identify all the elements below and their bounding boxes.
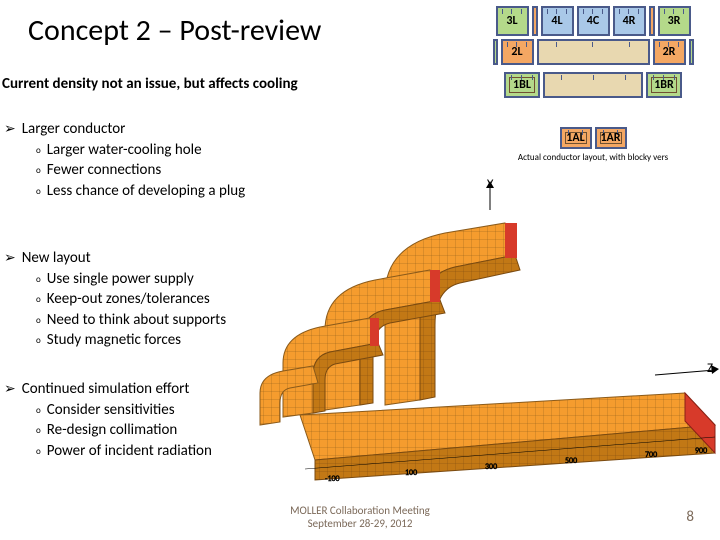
slide-subtitle: Current density not an issue, but affect… bbox=[2, 75, 298, 93]
section-1-head: ➢ Larger conductor bbox=[4, 120, 245, 138]
bullet-arrow-icon: ➢ bbox=[4, 249, 16, 266]
list-item: oRe-design collimation bbox=[36, 420, 212, 440]
bullet-circle-icon: o bbox=[36, 165, 41, 177]
magnet-3d-model: -100 100 300 500 700 900 Y Z bbox=[255, 175, 720, 485]
svg-text:100: 100 bbox=[405, 468, 417, 478]
section-3-title: Continued simulation effort bbox=[22, 380, 190, 398]
list-item: oFewer connections bbox=[36, 160, 245, 180]
list-item: oNeed to think about supports bbox=[36, 310, 226, 330]
footer-line2: September 28-29, 2012 bbox=[290, 517, 430, 530]
section-2-list: oUse single power supply oKeep-out zones… bbox=[36, 269, 226, 350]
slide-title: Concept 2 – Post-review bbox=[28, 12, 321, 49]
list-item: oKeep-out zones/tolerances bbox=[36, 289, 226, 309]
grid-cell: 1BR bbox=[646, 72, 682, 98]
grid-cell: 3L bbox=[496, 6, 529, 36]
list-item: oConsider sensitivities bbox=[36, 400, 212, 420]
bullet-circle-icon: o bbox=[36, 145, 41, 157]
section-3-list: oConsider sensitivities oRe-design colli… bbox=[36, 400, 212, 461]
grid-cell bbox=[493, 39, 498, 65]
axis-z-label: Z bbox=[707, 361, 713, 376]
model-svg: -100 100 300 500 700 900 bbox=[255, 175, 720, 485]
grid-cell: 4C bbox=[577, 6, 610, 36]
section-2-head: ➢ New layout bbox=[4, 249, 226, 267]
bullet-circle-icon: o bbox=[36, 425, 41, 437]
grid-cell bbox=[543, 72, 643, 98]
svg-text:500: 500 bbox=[565, 456, 577, 466]
grid-cell bbox=[532, 6, 538, 36]
bullet-arrow-icon: ➢ bbox=[4, 380, 16, 397]
grid-cell: 1AL bbox=[560, 127, 592, 149]
bullet-circle-icon: o bbox=[36, 186, 41, 198]
conductor-grid-diagram: 3L 4L4C4R 3R 2L 2R 1BL 1BR 1AL1AR Actual conduc… bbox=[474, 6, 712, 186]
axis-y-label: Y bbox=[487, 177, 493, 192]
bullet-circle-icon: o bbox=[36, 446, 41, 458]
section-3-head: ➢ Continued simulation effort bbox=[4, 380, 212, 398]
list-item: oPower of incident radiation bbox=[36, 441, 212, 461]
grid-cell: 2R bbox=[653, 39, 686, 65]
section-2-title: New layout bbox=[22, 249, 91, 267]
bullet-circle-icon: o bbox=[36, 294, 41, 306]
svg-text:300: 300 bbox=[485, 462, 497, 472]
section-1-title: Larger conductor bbox=[22, 120, 126, 138]
svg-text:-100: -100 bbox=[325, 474, 340, 484]
grid-cell: 3R bbox=[658, 6, 691, 36]
list-item: oLarger water-cooling hole bbox=[36, 140, 245, 160]
section-2: ➢ New layout oUse single power supply oK… bbox=[4, 249, 226, 350]
grid-cell: 2L bbox=[501, 39, 534, 65]
section-1: ➢ Larger conductor oLarger water-cooling… bbox=[4, 120, 245, 201]
svg-text:900: 900 bbox=[695, 446, 707, 456]
grid-caption: Actual conductor layout, with blocky ver… bbox=[474, 152, 712, 163]
bullet-circle-icon: o bbox=[36, 315, 41, 327]
list-item: oUse single power supply bbox=[36, 269, 226, 289]
section-3: ➢ Continued simulation effort oConsider … bbox=[4, 380, 212, 461]
list-item: oStudy magnetic forces bbox=[36, 330, 226, 350]
grid-cell: 4L bbox=[541, 6, 574, 36]
slide-footer: MOLLER Collaboration Meeting September 2… bbox=[290, 504, 430, 530]
footer-line1: MOLLER Collaboration Meeting bbox=[290, 504, 430, 517]
section-1-list: oLarger water-cooling hole oFewer connec… bbox=[36, 140, 245, 201]
grid-cell bbox=[689, 39, 694, 65]
grid-cell bbox=[537, 39, 650, 65]
grid-cell: 4R bbox=[613, 6, 646, 36]
grid-cell: 1AR bbox=[595, 127, 627, 149]
grid-cell: 1BL bbox=[504, 72, 540, 98]
page-number: 8 bbox=[686, 508, 694, 526]
bullet-circle-icon: o bbox=[36, 335, 41, 347]
bullet-circle-icon: o bbox=[36, 405, 41, 417]
svg-text:700: 700 bbox=[645, 450, 657, 460]
list-item: oLess chance of developing a plug bbox=[36, 181, 245, 201]
bullet-circle-icon: o bbox=[36, 274, 41, 286]
bullet-arrow-icon: ➢ bbox=[4, 120, 16, 137]
grid-cell bbox=[649, 6, 655, 36]
